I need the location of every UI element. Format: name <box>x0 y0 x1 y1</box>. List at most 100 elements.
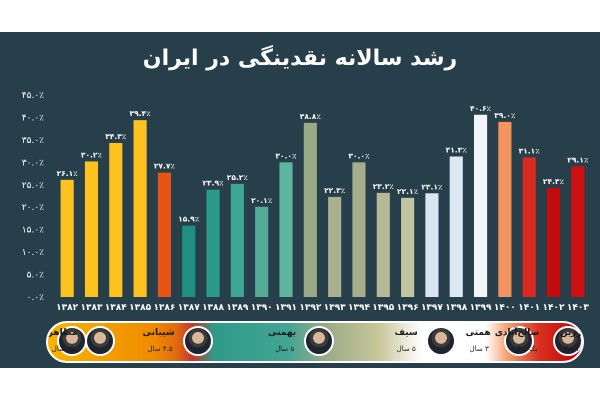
bar-value-label: ۳۸.۸٪ <box>300 112 322 121</box>
governor-tenure: یک سال <box>513 345 538 353</box>
x-tick-label: ۱۳۸۶ <box>153 303 175 313</box>
governor-segment: شیبانی ۴.۵ سال <box>81 323 178 361</box>
governor-segment: بهمنی ۵ سال <box>179 323 301 361</box>
x-tick-label: ۱۳۹۱ <box>275 303 297 313</box>
bar-value-label: ۳۹.۴٪ <box>130 109 152 118</box>
bar <box>474 114 488 297</box>
bar-value-label: ۲۲.۱٪ <box>397 187 419 196</box>
x-tick-label: ۱۳۹۴ <box>348 303 370 313</box>
governor-avatar <box>304 326 335 356</box>
x-tick-label: ۱۴۰۲ <box>543 303 565 313</box>
bar <box>182 225 196 297</box>
governor-avatar <box>552 326 582 356</box>
bar-value-label: ۳۰.۰٪ <box>348 151 370 160</box>
x-tick-label: ۱۳۸۵ <box>129 303 151 313</box>
y-tick-label: ۰.۰٪ <box>27 293 45 303</box>
governor-avatar <box>85 326 116 356</box>
bar-value-label: ۲۹.۱٪ <box>567 155 589 164</box>
bar-value-label: ۳۱.۱٪ <box>519 146 541 155</box>
bar <box>230 183 244 297</box>
governor-avatar <box>504 326 535 356</box>
x-tick-label: ۱۳۹۷ <box>421 303 443 313</box>
y-tick-label: ۲۰.۰٪ <box>22 203 44 213</box>
y-tick-label: ۳۰.۰٪ <box>22 158 44 168</box>
bar-value-label: ۳۱.۳٪ <box>446 145 468 154</box>
bar <box>449 156 463 297</box>
x-tick-label: ۱۳۹۸ <box>445 303 467 313</box>
bar-value-label: ۲۳.۲٪ <box>373 182 395 191</box>
bar-value-label: ۲۳.۱٪ <box>421 182 443 191</box>
bar <box>109 143 123 297</box>
bar-value-label: ۳۴.۳٪ <box>105 132 127 141</box>
bar <box>303 122 317 297</box>
governor-tenure: ۵ سال <box>396 345 416 353</box>
bar-value-label: ۳۰.۰٪ <box>275 151 297 160</box>
x-tick-label: ۱۴۰۳ <box>567 303 589 313</box>
bar <box>571 166 585 297</box>
governor-segment: همتی ۳ سال <box>422 323 495 361</box>
x-tick-label: ۱۴۰۱ <box>518 303 540 313</box>
governor-avatar <box>57 326 87 356</box>
y-tick-label: ۵.۰٪ <box>27 271 45 281</box>
governor-tenure: یک سال <box>51 345 76 353</box>
bar-value-label: ۴۰.۶٪ <box>470 104 492 113</box>
bar <box>522 157 536 297</box>
x-tick-label: ۱۳۸۴ <box>105 303 127 313</box>
governor-name: شیبانی <box>142 328 175 338</box>
y-tick-label: ۱۰.۰٪ <box>22 248 44 258</box>
governor-segment: صالح‌آبادی یک سال <box>495 323 544 361</box>
bar-value-label: ۲۲.۳٪ <box>324 186 346 195</box>
x-tick-label: ۱۴۰۰ <box>494 303 516 313</box>
bar <box>352 162 366 297</box>
governor-tenure: ۴.۵ سال <box>147 345 173 353</box>
bar-value-label: ۲۳.۹٪ <box>202 179 224 188</box>
y-tick-label: ۴۰.۰٪ <box>22 113 44 123</box>
x-tick-label: ۱۳۹۵ <box>372 303 394 313</box>
governor-name: صالح‌آبادی <box>494 328 540 338</box>
bar-chart: ۰.۰٪ ۵.۰٪ ۱۰.۰٪ ۱۵.۰٪ ۲۰.۰٪ ۲۵.۰٪ ۳۰.۰٪ ۳۵.۰٪ ۴۰… <box>22 91 590 313</box>
bar-value-label: ۳۹.۰٪ <box>494 111 516 120</box>
governor-name: سیف <box>394 328 418 338</box>
bar <box>498 121 512 297</box>
bar <box>425 193 439 297</box>
governor-tenure: ۳ سال <box>469 345 489 353</box>
governor-tenure: ۵ سال <box>275 345 295 353</box>
x-tick-label: ۱۳۹۲ <box>299 303 321 313</box>
x-tick-label: ۱۳۸۷ <box>178 303 200 313</box>
bar <box>279 162 293 297</box>
governor-avatar <box>425 326 456 356</box>
x-tick-label: ۱۳۸۲ <box>56 303 78 313</box>
y-tick-label: ۱۵.۰٪ <box>22 226 44 236</box>
bar-value-label: ۱۵.۹٪ <box>178 215 200 224</box>
x-tick-label: ۱۳۹۰ <box>251 303 273 313</box>
governor-name: فرزین <box>559 328 583 338</box>
x-tick-label: ۱۳۸۸ <box>202 303 224 313</box>
bar <box>546 187 561 297</box>
governor-name: بهمنی <box>268 328 297 338</box>
bar-value-label: ۲۴.۳٪ <box>543 177 565 186</box>
x-tick-label: ۱۳۸۳ <box>80 303 102 313</box>
chart-title: رشد سالانه نقدینگی در ایران <box>142 46 458 71</box>
bar-value-label: ۲۰.۱٪ <box>251 196 273 205</box>
x-tick-label: ۱۳۹۹ <box>470 303 492 313</box>
y-tick-label: ۳۵.۰٪ <box>22 136 44 146</box>
x-tick-label: ۱۳۹۳ <box>324 303 346 313</box>
bar <box>157 172 171 297</box>
y-tick-label: ۲۵.۰٪ <box>22 181 44 191</box>
bar-value-label: ۳۰.۲٪ <box>81 150 103 159</box>
bar-value-label: ۲۶.۱٪ <box>57 169 79 178</box>
governor-avatar <box>182 326 213 356</box>
bar <box>328 196 342 297</box>
governor-segment: سیف ۵ سال <box>300 323 422 361</box>
bar <box>401 197 415 297</box>
bar <box>133 120 147 297</box>
governor-segment: فرزین ۲.۵ سال <box>543 323 583 361</box>
y-tick-label: ۴۵.۰٪ <box>22 91 44 101</box>
governor-tenure: ۲.۵ سال <box>560 345 583 353</box>
bar <box>206 189 220 297</box>
bar-value-label: ۲۷.۷٪ <box>154 162 176 171</box>
